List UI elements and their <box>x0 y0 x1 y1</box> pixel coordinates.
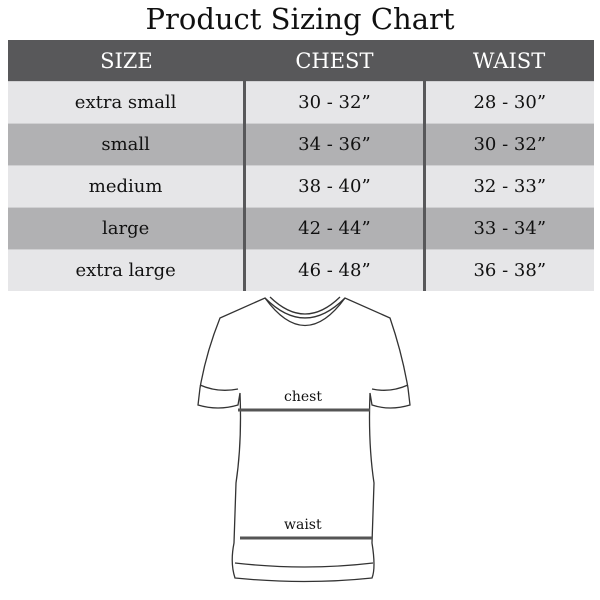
table-row: large 42 - 44” 33 - 34” <box>8 207 594 250</box>
waist-cell: 28 - 30” <box>422 81 594 124</box>
chest-cell: 30 - 32” <box>243 81 425 124</box>
waist-cell: 30 - 32” <box>422 123 594 166</box>
table-row: extra large 46 - 48” 36 - 38” <box>8 249 594 291</box>
table-header: SIZE CHEST WAIST <box>8 40 594 82</box>
size-cell: extra large <box>8 249 245 291</box>
size-cell: small <box>8 123 245 166</box>
size-cell: medium <box>8 165 245 208</box>
size-cell: extra small <box>8 81 245 124</box>
header-chest: CHEST <box>244 40 425 82</box>
chest-cell: 46 - 48” <box>243 249 425 291</box>
table-row: medium 38 - 40” 32 - 33” <box>8 165 594 208</box>
tshirt-collar <box>264 296 346 326</box>
chest-label: chest <box>284 389 322 405</box>
waist-cell: 33 - 34” <box>422 207 594 250</box>
page-title: Product Sizing Chart <box>145 2 455 36</box>
waist-label: waist <box>284 517 322 533</box>
chest-cell: 34 - 36” <box>243 123 425 166</box>
waist-cell: 32 - 33” <box>422 165 594 208</box>
chest-cell: 38 - 40” <box>243 165 425 208</box>
tshirt-sleeve-hems <box>199 384 409 568</box>
size-cell: large <box>8 207 245 250</box>
sizing-table: SIZE CHEST WAIST extra small 30 - 32” 28… <box>8 40 594 291</box>
chest-cell: 42 - 44” <box>243 207 425 250</box>
header-size: SIZE <box>8 40 245 82</box>
table-row: small 34 - 36” 30 - 32” <box>8 123 594 166</box>
header-waist: WAIST <box>424 40 594 82</box>
waist-cell: 36 - 38” <box>422 249 594 291</box>
tshirt-diagram <box>197 296 411 583</box>
tshirt-outline <box>197 297 411 583</box>
table-row: extra small 30 - 32” 28 - 30” <box>8 81 594 124</box>
